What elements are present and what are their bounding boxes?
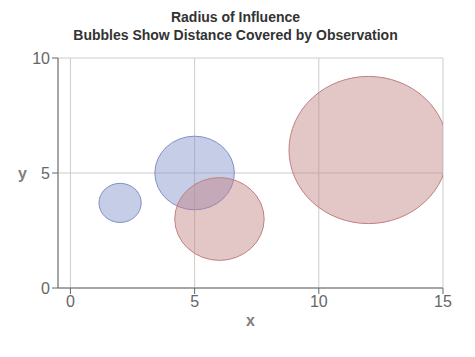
svg-text:5: 5 xyxy=(190,293,199,310)
html-text:Radius of Influence: Radius of Influence xyxy=(170,9,301,25)
svg-text:15: 15 xyxy=(434,293,452,310)
svg-text:5: 5 xyxy=(41,165,50,182)
svg-text:0: 0 xyxy=(41,280,50,297)
svg-text:0: 0 xyxy=(66,293,75,310)
svg-text:y: y xyxy=(18,165,27,182)
svg-text:10: 10 xyxy=(310,293,328,310)
svg-text:x: x xyxy=(246,312,255,329)
html-text:Bubbles Show Distance Covered: Bubbles Show Distance Covered by Observa… xyxy=(73,27,398,43)
svg-text:10: 10 xyxy=(32,50,50,67)
